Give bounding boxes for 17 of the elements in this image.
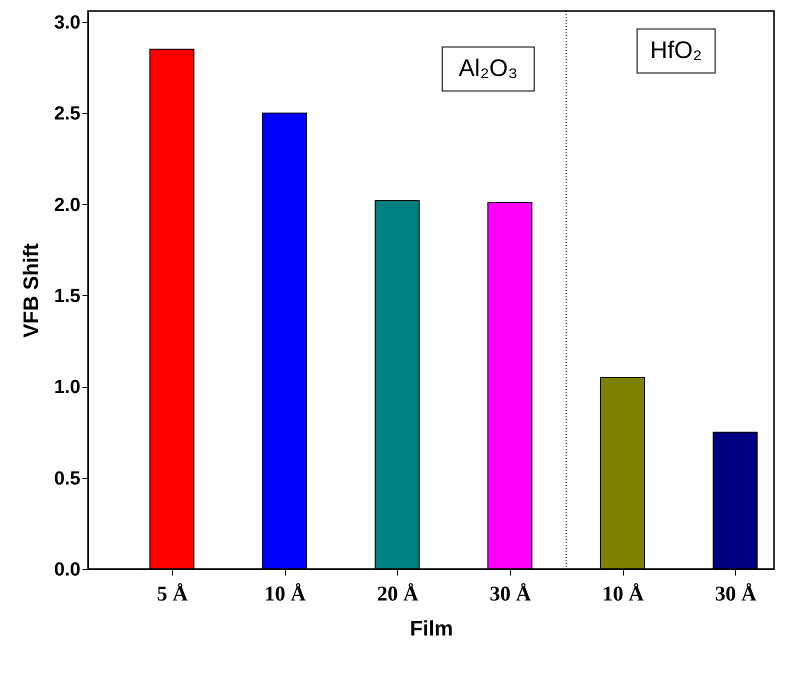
x-tick-label: 30 Å: [714, 582, 758, 606]
y-tick-label: 2.0: [54, 194, 80, 216]
y-tick-label: 1.0: [54, 377, 80, 398]
annotation: Al₂O₃: [458, 55, 518, 82]
y-axis-title: VFB Shift: [20, 243, 44, 338]
y-tick-label: 2.5: [54, 104, 81, 125]
x-axis-title: Film: [410, 618, 454, 640]
x-tick-label: 10 Å: [264, 582, 307, 606]
x-tick-label: 30 Å: [490, 582, 532, 606]
y-tick-label: 1.5: [54, 286, 81, 307]
annotation: HfO₂: [650, 37, 702, 64]
x-tick-label: 5 Å: [156, 582, 189, 606]
x-tick-label: 10 Å: [602, 582, 645, 606]
y-tick-label: 0.5: [54, 468, 81, 490]
y-tick-label: 0.0: [54, 560, 80, 580]
x-tick-label: 20 Å: [376, 582, 420, 606]
y-tick-label: 3.0: [54, 12, 80, 34]
